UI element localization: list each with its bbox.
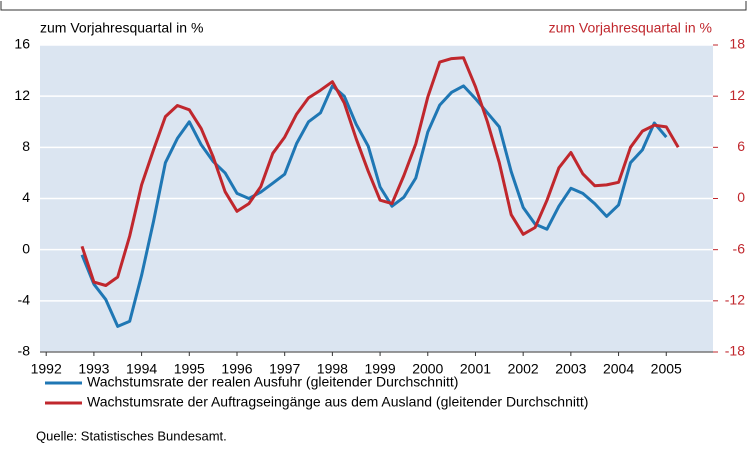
y2-tick-label: 18 <box>729 36 745 52</box>
x-tick-label: 2002 <box>508 361 539 377</box>
x-tick-label: 2004 <box>603 361 634 377</box>
x-tick-label: 1998 <box>317 361 348 377</box>
header-frame <box>0 1 747 11</box>
data-line <box>80 56 680 287</box>
y-tick-label: 0 <box>22 240 30 256</box>
y-tick-label: 12 <box>14 87 30 103</box>
y-tick-label: -4 <box>18 292 31 308</box>
x-tick-label: 1995 <box>174 361 205 377</box>
y-tick-label: -8 <box>18 343 31 359</box>
data-line <box>80 84 668 328</box>
x-tick-label: 1994 <box>126 361 157 377</box>
x-tick-label: 1999 <box>364 361 395 377</box>
x-tick-label: 1993 <box>78 361 109 377</box>
x-tick-label: 2000 <box>412 361 443 377</box>
y2-tick-label: 0 <box>737 189 745 205</box>
y2-tick-label: 12 <box>729 87 745 103</box>
x-tick-label: 2001 <box>460 361 491 377</box>
x-tick-label: 2003 <box>555 361 586 377</box>
source-note: Quelle: Statistisches Bundesamt. <box>36 428 227 443</box>
y-tick-label: 8 <box>22 138 30 154</box>
x-tick-label: 2005 <box>651 361 682 377</box>
y-axis-label: zum Vorjahresquartal in % <box>40 20 203 36</box>
y2-tick-label: -12 <box>725 292 745 308</box>
y2-tick-label: 6 <box>737 138 745 154</box>
x-tick-label: 1992 <box>31 361 62 377</box>
y2-tick-label: -18 <box>725 343 745 359</box>
legend-label: Wachstumsrate der Auftragseingänge aus d… <box>87 394 588 410</box>
y2-axis-label: zum Vorjahresquartal in % <box>549 20 712 36</box>
y-tick-label: 16 <box>14 36 30 52</box>
y2-tick-label: -6 <box>733 240 746 256</box>
legend-label: Wachstumsrate der realen Ausfuhr (gleite… <box>87 374 458 390</box>
y-tick-label: 4 <box>22 189 30 205</box>
x-tick-label: 1996 <box>221 361 252 377</box>
x-tick-label: 1997 <box>269 361 300 377</box>
